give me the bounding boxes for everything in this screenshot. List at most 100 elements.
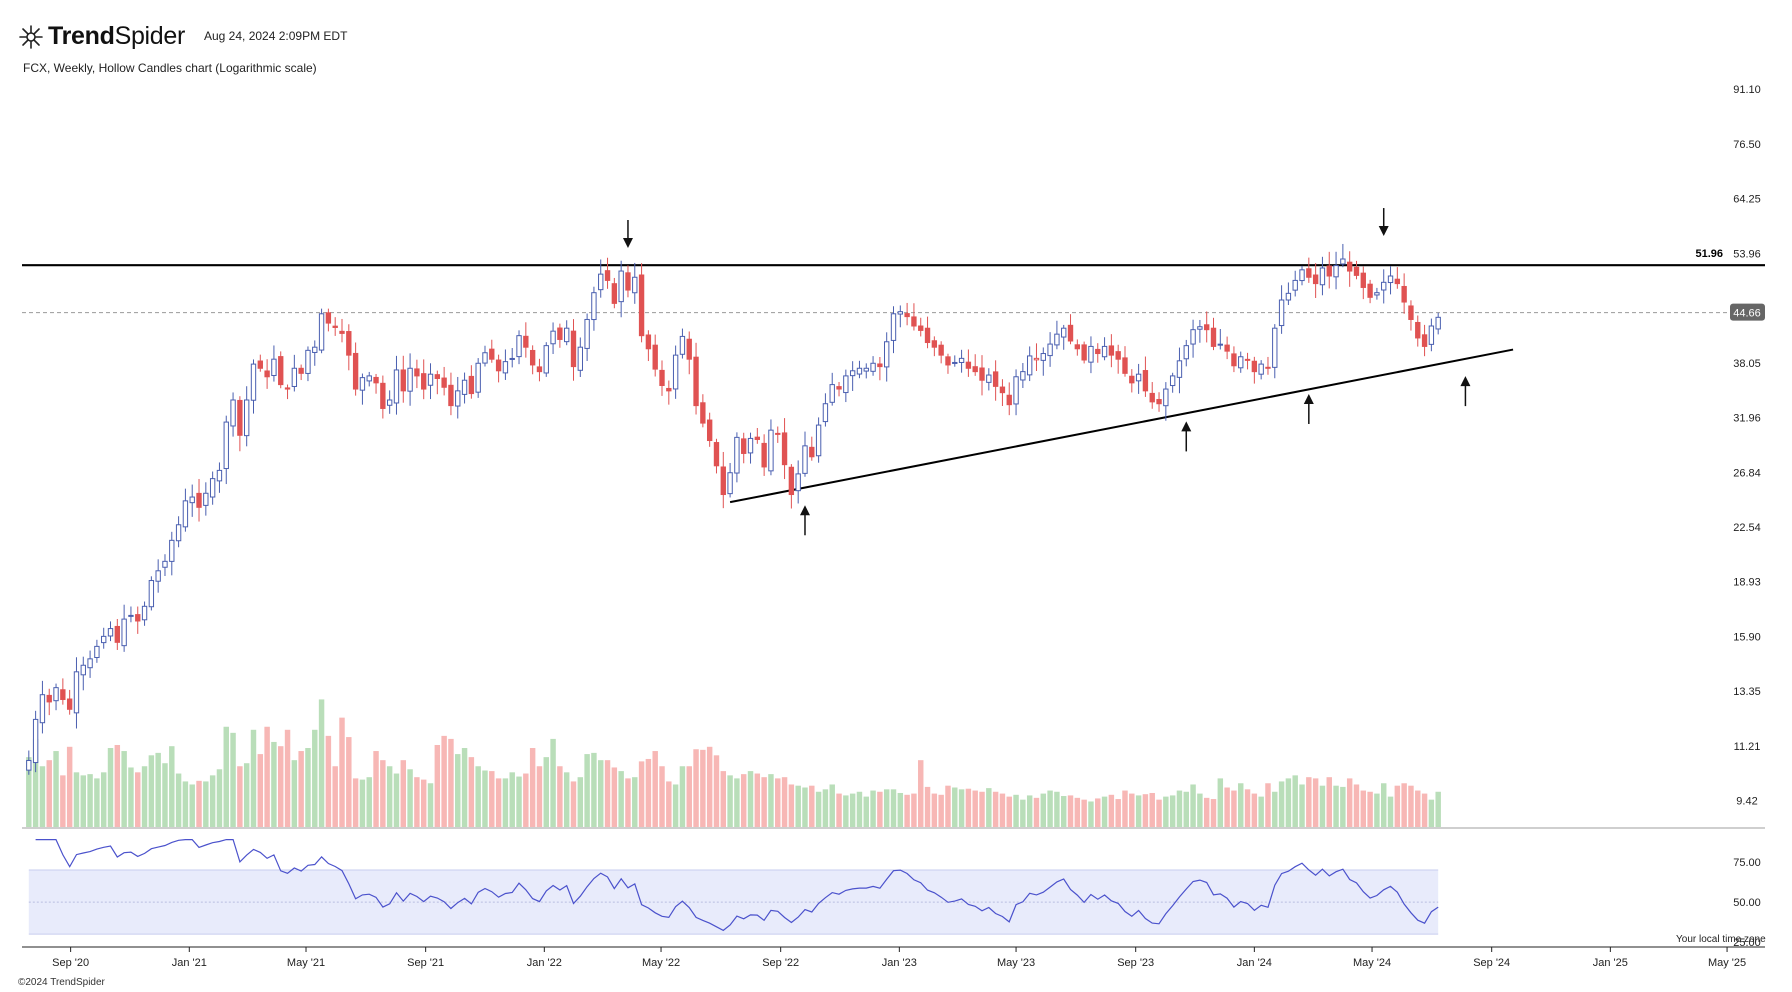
- candle: [318, 308, 325, 354]
- candle-body: [1108, 345, 1115, 356]
- volume-bar: [475, 766, 481, 827]
- volume-bar: [400, 760, 407, 827]
- candle: [618, 260, 624, 318]
- candle: [1306, 257, 1312, 283]
- volume-bar: [318, 699, 325, 827]
- candle-body: [1374, 292, 1380, 296]
- candle: [890, 306, 897, 354]
- candle-body: [870, 362, 876, 372]
- volume-bar: [107, 748, 114, 827]
- volume-bar: [1095, 798, 1101, 827]
- volume-bar: [468, 757, 475, 827]
- copyright: ©2024 TrendSpider: [18, 977, 105, 988]
- candle: [1312, 263, 1319, 298]
- candle: [741, 432, 747, 464]
- candle: [366, 371, 372, 387]
- candle: [598, 259, 604, 298]
- candle: [1122, 346, 1128, 377]
- candle: [32, 710, 39, 773]
- candle: [216, 462, 223, 493]
- candle: [1428, 318, 1435, 352]
- candle-body: [768, 429, 774, 472]
- candle: [400, 355, 406, 403]
- candle: [489, 339, 495, 363]
- candle: [754, 428, 761, 444]
- candle-body: [461, 379, 468, 395]
- volume-bar: [114, 744, 121, 827]
- volume-bar: [352, 778, 359, 827]
- candle: [611, 277, 618, 309]
- volume-bar: [768, 774, 774, 827]
- candle: [1108, 334, 1115, 368]
- candle: [802, 431, 808, 477]
- candle: [529, 345, 536, 375]
- volume-bar: [461, 748, 468, 827]
- candle: [257, 354, 263, 372]
- x-tick-label: Sep '23: [1117, 957, 1154, 969]
- volume-bar: [1421, 793, 1428, 827]
- volume-bar: [1381, 783, 1387, 827]
- volume-bar: [53, 751, 59, 827]
- candle-body: [523, 335, 529, 348]
- candle: [523, 322, 529, 358]
- volume-bar: [802, 787, 808, 827]
- volume-bar: [1108, 794, 1115, 827]
- candle: [577, 337, 583, 378]
- volume-bar: [1190, 784, 1196, 827]
- volume-bar: [312, 729, 318, 827]
- candle-body: [564, 327, 570, 343]
- candle: [815, 417, 822, 463]
- volume-bar: [1292, 775, 1298, 827]
- candle: [203, 482, 209, 516]
- candle-body: [107, 628, 114, 637]
- volume-bar: [250, 729, 257, 827]
- candle: [468, 365, 475, 399]
- candle-body: [1210, 327, 1217, 347]
- volume-bar: [1326, 777, 1332, 827]
- volume-bar: [291, 760, 298, 827]
- volume-bar: [135, 772, 141, 827]
- candle-body: [101, 635, 107, 644]
- candle: [734, 432, 740, 483]
- candle: [645, 330, 652, 362]
- candle-body: [1381, 281, 1387, 291]
- candle-body: [237, 399, 243, 436]
- candle: [1421, 324, 1428, 357]
- candle-body: [312, 346, 318, 353]
- rsi-tick-label: 25.00: [1733, 937, 1761, 949]
- candle-body: [632, 276, 638, 294]
- volume-bar: [686, 766, 692, 827]
- candle-body: [809, 446, 815, 458]
- volume-bar: [1088, 801, 1094, 827]
- volume-bar: [339, 717, 345, 827]
- candle: [128, 606, 134, 623]
- candle-body: [1061, 327, 1067, 338]
- volume-bar: [1197, 793, 1203, 827]
- volume-bar: [972, 790, 978, 827]
- candle-body: [346, 331, 352, 356]
- candle: [1374, 287, 1380, 300]
- candle: [1176, 347, 1183, 394]
- candle: [747, 432, 754, 464]
- volume-bar: [386, 766, 393, 827]
- candle-body: [1149, 392, 1155, 403]
- volume-bar: [584, 754, 590, 827]
- volume-bar: [39, 766, 46, 827]
- candles: [26, 243, 1441, 775]
- volume-bar: [679, 766, 686, 827]
- candle-body: [87, 658, 93, 669]
- candle-body: [700, 402, 706, 424]
- candle: [1026, 346, 1033, 382]
- candle: [407, 353, 413, 406]
- volume-bar: [332, 766, 338, 827]
- volume-bar: [434, 744, 441, 827]
- candle: [1231, 346, 1237, 373]
- candle: [1101, 337, 1108, 361]
- volume-bar: [94, 778, 100, 827]
- candle: [1061, 324, 1067, 350]
- volume-bar: [407, 769, 413, 827]
- candle-body: [754, 436, 761, 440]
- candle-body: [393, 369, 400, 404]
- candle: [332, 317, 338, 336]
